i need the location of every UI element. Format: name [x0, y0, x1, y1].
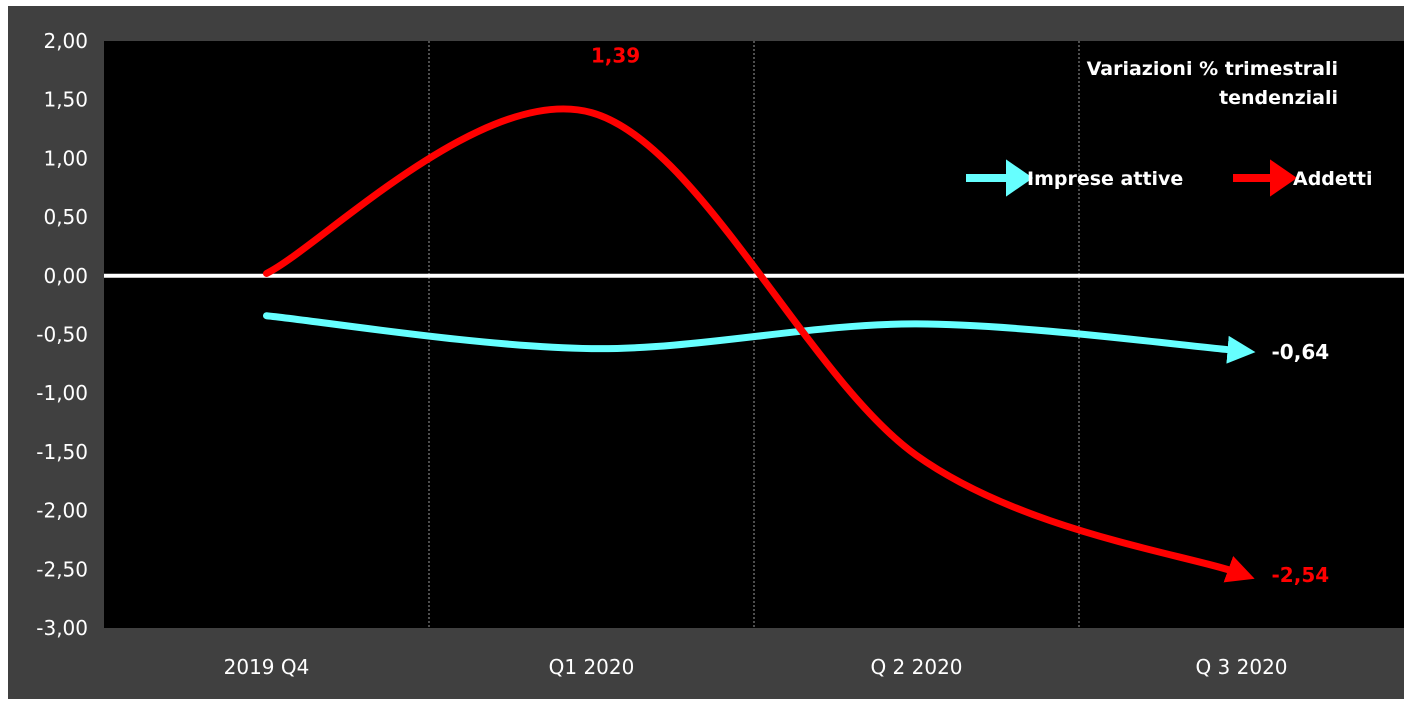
- x-tick-label: 2019 Q4: [224, 655, 310, 679]
- y-axis-labels: 2,00 1,50 1,00 0,50 0,00 -0,50 -1,00 -1,50 -2,00…: [36, 29, 88, 640]
- data-label-end: -2,54: [1272, 563, 1330, 587]
- legend-label-addetti: Addetti: [1293, 168, 1372, 190]
- legend-arrow-imprese-icon: [966, 159, 1034, 197]
- y-tick-label: -1,00: [36, 381, 88, 405]
- legend-arrow-addetti-icon: [1233, 159, 1298, 197]
- x-tick-label: Q 3 2020: [1195, 655, 1287, 679]
- data-label-peak: 1,39: [591, 44, 640, 68]
- y-tick-label: 2,00: [43, 29, 88, 53]
- y-tick-label: -3,00: [36, 616, 88, 640]
- data-label-end: -0,64: [1272, 340, 1330, 364]
- y-tick-label: 1,50: [43, 88, 88, 112]
- chart-frame: 2,00 1,50 1,00 0,50 0,00 -0,50 -1,00 -1,50 -2,00…: [8, 6, 1404, 699]
- legend: Imprese attive Addetti: [966, 159, 1372, 197]
- x-tick-label: Q1 2020: [549, 655, 635, 679]
- y-tick-label: 0,00: [43, 264, 88, 288]
- y-tick-label: -0,50: [36, 323, 88, 347]
- y-tick-label: -2,00: [36, 499, 88, 523]
- annotation-line2: tendenziali: [1219, 87, 1338, 109]
- annotation-line1: Variazioni % trimestrali: [1087, 58, 1338, 80]
- series-line-addetti: [263, 105, 1255, 583]
- legend-label-imprese: Imprese attive: [1027, 168, 1183, 190]
- x-tick-label: Q 2 2020: [870, 655, 962, 679]
- series-layer: -0,64 -2,54 1,39: [263, 44, 1330, 587]
- y-tick-label: 1,00: [43, 146, 88, 170]
- series-line-imprese-attive: [263, 312, 1256, 364]
- y-tick-label: -1,50: [36, 440, 88, 464]
- x-axis-labels: 2019 Q4 Q1 2020 Q 2 2020 Q 3 2020: [224, 655, 1288, 679]
- line-chart: 2,00 1,50 1,00 0,50 0,00 -0,50 -1,00 -1,50 -2,00…: [36, 29, 1404, 679]
- y-tick-label: -2,50: [36, 557, 88, 581]
- y-tick-label: 0,50: [43, 205, 88, 229]
